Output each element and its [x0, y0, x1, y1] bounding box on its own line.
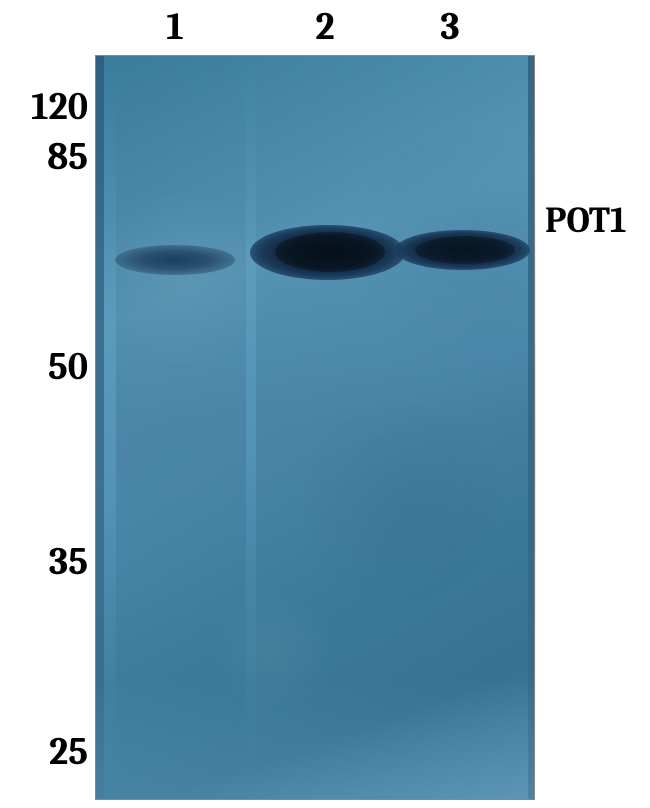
blot-membrane [95, 55, 535, 800]
protein-label: POT1 [545, 200, 627, 241]
figure-container: 1 2 3 120 85 50 35 25 POT1 [0, 0, 650, 808]
mw-label: 25 [0, 730, 88, 774]
lane-label: 1 [155, 5, 195, 49]
mw-label: 120 [0, 85, 88, 129]
blot-band-core [275, 232, 385, 272]
lane-label: 2 [305, 5, 345, 49]
mw-label: 50 [0, 345, 88, 389]
lane-label: 3 [430, 5, 470, 49]
mw-label: 35 [0, 540, 88, 584]
mw-label: 85 [0, 135, 88, 179]
blot-band-core [415, 236, 515, 264]
blot-band [115, 245, 235, 275]
